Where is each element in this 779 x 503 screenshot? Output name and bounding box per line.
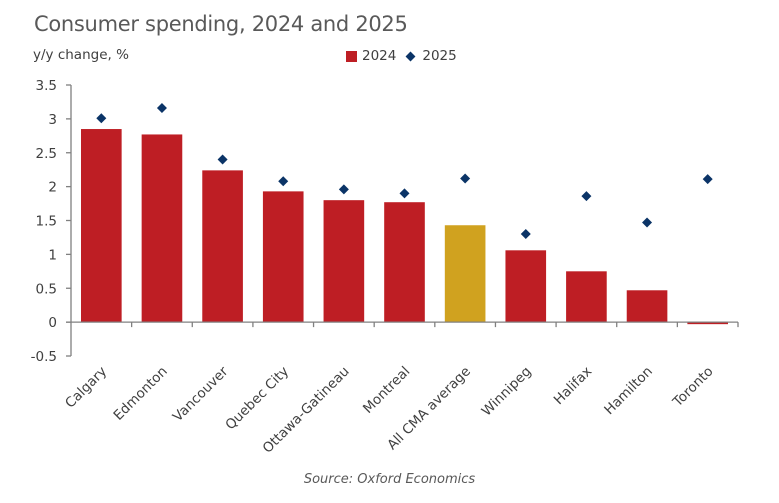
legend-swatch-2024	[346, 50, 357, 62]
x-category-label: Montreal	[360, 364, 413, 417]
marker-2025	[642, 217, 653, 228]
y-tick-label: -0.5	[31, 349, 57, 365]
y-tick-label: 1.5	[36, 214, 57, 230]
y-tick-label: 2.5	[36, 146, 57, 162]
bar-2024	[262, 191, 304, 323]
marker-2025	[217, 154, 228, 165]
x-category-label: Vancouver	[170, 363, 232, 425]
y-tick-label: 2	[48, 180, 57, 196]
legend: 2024 2025	[346, 48, 457, 64]
y-tick-label: 0	[48, 315, 57, 331]
x-category-label: Hamilton	[601, 364, 656, 419]
bar-2024	[141, 134, 183, 323]
bar-2024	[626, 290, 668, 323]
legend-label-2024: 2024	[362, 48, 397, 64]
source-note: Source: Oxford Economics	[303, 472, 476, 487]
marker-2025	[278, 176, 289, 187]
bar-2024	[81, 129, 122, 323]
marker-2025	[338, 184, 349, 195]
x-category-label: Edmonton	[111, 364, 171, 424]
bar-2024	[505, 250, 547, 323]
x-category-label: Winnipeg	[479, 364, 535, 420]
y-tick-label: 0.5	[36, 281, 57, 297]
marker-2025	[156, 103, 167, 114]
y-tick-label: 3.5	[36, 78, 57, 94]
marker-2025	[399, 188, 410, 199]
x-category-label: Halifax	[551, 364, 596, 409]
legend-label-2025: 2025	[422, 48, 457, 64]
x-category-label: Calgary	[62, 364, 110, 412]
marker-2025	[520, 229, 531, 240]
marker-2025	[460, 173, 471, 184]
bar-2024	[687, 322, 728, 325]
chart-title: Consumer spending, 2024 and 2025	[34, 12, 408, 36]
y-tick-label: 1	[48, 247, 57, 263]
bar-2024	[444, 225, 486, 323]
marker-2025	[702, 174, 713, 185]
bar-2024	[384, 202, 425, 323]
marker-2025	[581, 191, 592, 202]
bar-2024	[202, 170, 243, 323]
x-category-label: Toronto	[669, 364, 716, 411]
y-tick-label: 3	[48, 112, 57, 128]
bar-2024	[566, 271, 607, 323]
bar-2024	[323, 200, 365, 323]
marker-2025	[96, 113, 107, 124]
y-axis-label: y/y change, %	[33, 47, 129, 63]
